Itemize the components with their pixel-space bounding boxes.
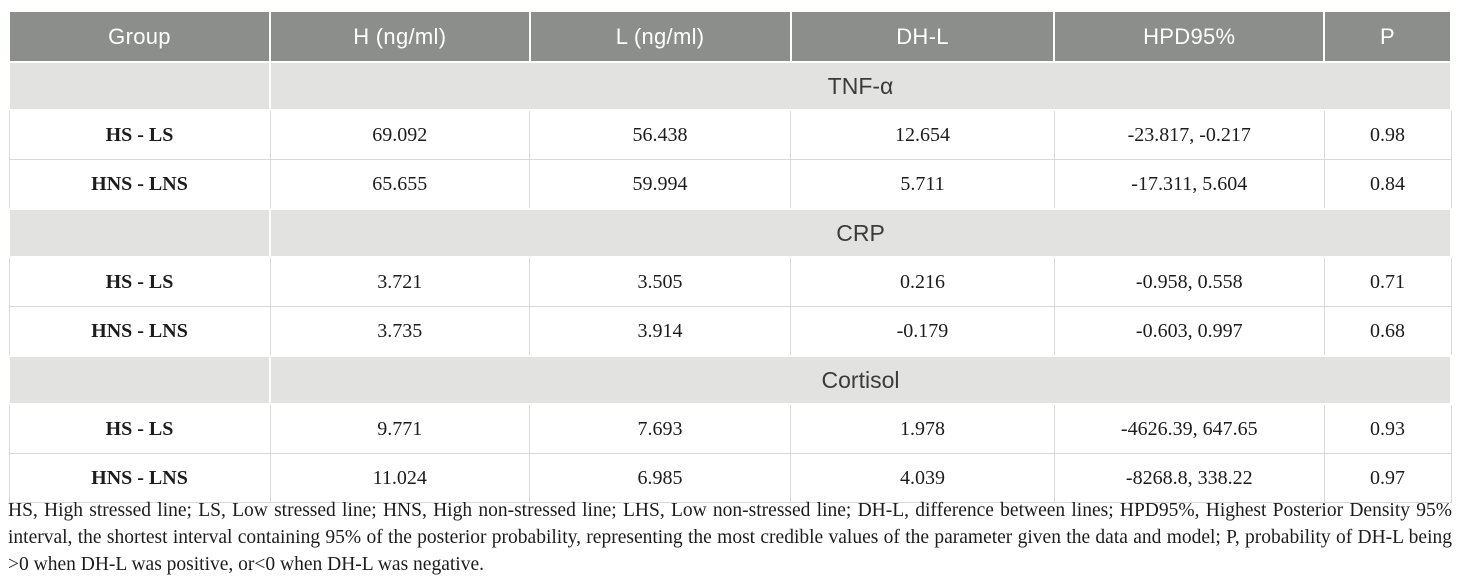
value-cell-l: 59.994 [529,159,792,210]
group-cell: HNS - LNS [8,453,271,503]
value-cell-p: 0.84 [1323,159,1452,210]
value-cell-hpd95: -23.817, -0.217 [1053,109,1325,160]
section-row-cortisol: Cortisol [8,355,1452,405]
value-cell-hpd95: -4626.39, 647.65 [1053,403,1325,454]
table-row: HS - LS 9.771 7.693 1.978 -4626.39, 647.… [8,403,1452,454]
value-cell-p: 0.68 [1323,306,1452,357]
value-cell-p: 0.71 [1323,256,1452,307]
value-cell-l: 3.505 [529,256,792,307]
header-row: Group H (ng/ml) L (ng/ml) DH-L HPD95% P [8,10,1452,63]
value-cell-h: 11.024 [269,453,531,503]
group-cell: HNS - LNS [8,159,271,210]
section-label-tnf-alpha: TNF-α [269,61,1452,111]
section-label-cortisol: Cortisol [269,355,1452,405]
value-cell-l: 6.985 [529,453,792,503]
value-cell-dhl: -0.179 [790,306,1055,357]
section-spacer-cell [8,61,271,111]
value-cell-dhl: 0.216 [790,256,1055,307]
value-cell-l: 56.438 [529,109,792,160]
column-header-group: Group [8,10,271,63]
value-cell-p: 0.98 [1323,109,1452,160]
section-label-crp: CRP [269,208,1452,258]
column-header-h: H (ng/ml) [269,10,531,63]
value-cell-p: 0.97 [1323,453,1452,503]
results-table-container: Group H (ng/ml) L (ng/ml) DH-L HPD95% P … [8,10,1452,503]
value-cell-p: 0.93 [1323,403,1452,454]
value-cell-dhl: 1.978 [790,403,1055,454]
group-cell: HS - LS [8,403,271,454]
column-header-l: L (ng/ml) [528,10,792,63]
value-cell-h: 3.721 [269,256,531,307]
table-row: HNS - LNS 11.024 6.985 4.039 -8268.8, 33… [8,453,1452,503]
results-table: Group H (ng/ml) L (ng/ml) DH-L HPD95% P … [8,10,1452,503]
value-cell-h: 65.655 [269,159,531,210]
group-cell: HS - LS [8,109,271,160]
group-cell: HNS - LNS [8,306,271,357]
table-row: HNS - LNS 3.735 3.914 -0.179 -0.603, 0.9… [8,306,1452,357]
value-cell-h: 3.735 [269,306,531,357]
value-cell-h: 69.092 [269,109,531,160]
table-footnote: HS, High stressed line; LS, Low stressed… [8,500,1452,575]
section-row-crp: CRP [8,208,1452,258]
table-row: HS - LS 3.721 3.505 0.216 -0.958, 0.558 … [8,256,1452,307]
section-row-tnf-alpha: TNF-α [8,61,1452,111]
column-header-dhl: DH-L [789,10,1056,63]
section-spacer-cell [8,208,271,258]
table-row: HNS - LNS 65.655 59.994 5.711 -17.311, 5… [8,159,1452,210]
value-cell-l: 3.914 [529,306,792,357]
value-cell-dhl: 5.711 [790,159,1055,210]
value-cell-hpd95: -0.603, 0.997 [1053,306,1325,357]
group-cell: HS - LS [8,256,271,307]
column-header-hpd95: HPD95% [1053,10,1326,63]
value-cell-hpd95: -8268.8, 338.22 [1053,453,1325,503]
value-cell-hpd95: -17.311, 5.604 [1053,159,1325,210]
section-spacer-cell [8,355,271,405]
value-cell-l: 7.693 [529,403,792,454]
value-cell-dhl: 12.654 [790,109,1055,160]
column-header-p: P [1323,10,1452,63]
value-cell-h: 9.771 [269,403,531,454]
value-cell-hpd95: -0.958, 0.558 [1053,256,1325,307]
table-row: HS - LS 69.092 56.438 12.654 -23.817, -0… [8,109,1452,160]
value-cell-dhl: 4.039 [790,453,1055,503]
